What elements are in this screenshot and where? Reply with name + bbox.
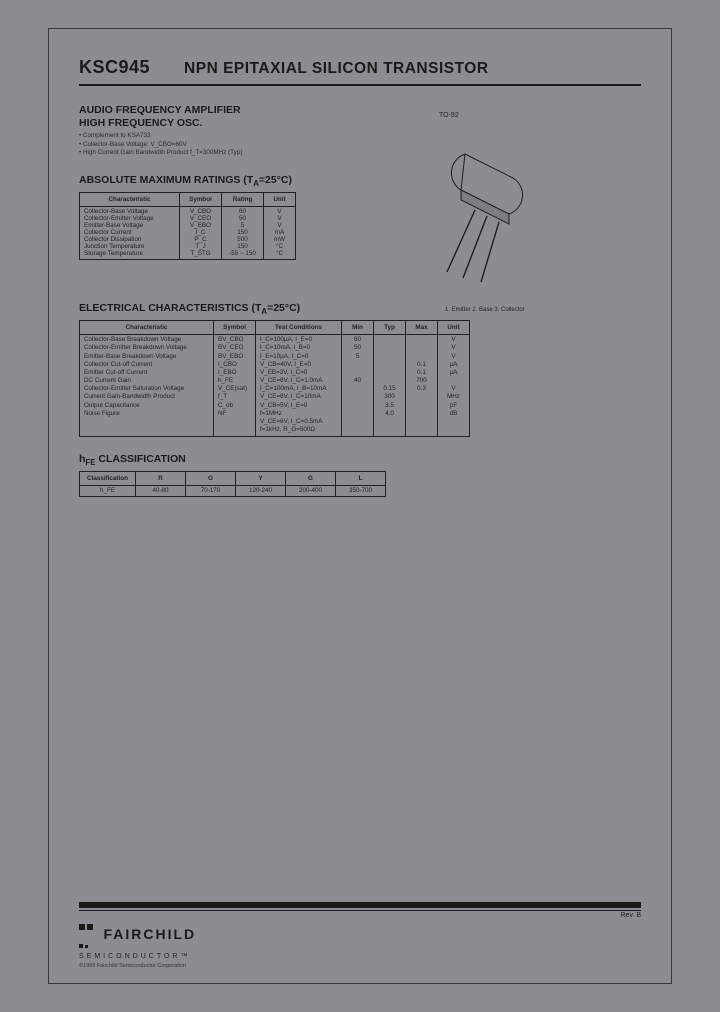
to92-package-icon xyxy=(435,144,545,284)
copyright-text: ©1999 Fairchild Semiconductor Corporatio… xyxy=(79,963,641,969)
col-header: Test Conditions xyxy=(256,320,342,334)
table-cell: VVVmAmW°C°C xyxy=(264,206,296,259)
col-header: Unit xyxy=(264,192,296,206)
footer-rule-thin xyxy=(79,910,641,911)
hfe-value: 40-80 xyxy=(136,485,186,496)
logo-sub-text: SEMICONDUCTOR™ xyxy=(79,953,641,960)
col-header: Characteristic xyxy=(80,192,180,206)
col-header: Y xyxy=(236,471,286,485)
page-footer: Rev. B FAIRCHILD SEMICONDUCTOR™ ©1999 Fa… xyxy=(79,902,641,969)
table-cell: 60505 40 xyxy=(342,334,374,436)
table-cell: I_C=100µA, I_E=0I_C=10mA, I_B=0I_E=10µA,… xyxy=(256,334,342,436)
package-label: TO-92 xyxy=(439,112,459,119)
col-header: Rating xyxy=(222,192,264,206)
logo-squares-icon xyxy=(79,917,95,953)
col-header: L xyxy=(336,471,386,485)
abs-max-heading: ABSOLUTE MAXIMUM RATINGS (TA=25°C) xyxy=(79,174,641,188)
table-cell: V_CBOV_CEOV_EBOI_CP_CT_JT_STG xyxy=(180,206,222,259)
col-header: Max xyxy=(406,320,438,334)
footer-rule-thick xyxy=(79,902,641,908)
hfe-heading: hFE CLASSIFICATION xyxy=(79,453,641,467)
table-cell: Collector-Base Breakdown VoltageCollecto… xyxy=(80,334,214,436)
revision-label: Rev. B xyxy=(621,912,642,919)
hfe-value: 200-400 xyxy=(286,485,336,496)
elec-char-table: Characteristic Symbol Test Conditions Mi… xyxy=(79,320,470,437)
page-content: KSC945 NPN EPITAXIAL SILICON TRANSISTOR … xyxy=(49,29,671,511)
feature-item: Complement to KSA733 xyxy=(79,132,641,141)
part-number: KSC945 xyxy=(79,57,150,78)
col-header: Symbol xyxy=(214,320,256,334)
hfe-row-label: h_FE xyxy=(80,485,136,496)
elec-heading: ELECTRICAL CHARACTERISTICS (TA=25°C) xyxy=(79,302,641,316)
col-header: R xyxy=(136,471,186,485)
col-header: G xyxy=(286,471,336,485)
table-cell: 60505150500150-55 ~ 150 xyxy=(222,206,264,259)
col-header: Typ xyxy=(374,320,406,334)
col-header: O xyxy=(186,471,236,485)
table-cell: 0.10.17000.3 xyxy=(406,334,438,436)
col-header: Min xyxy=(342,320,374,334)
col-header: Unit xyxy=(438,320,470,334)
title-bar: KSC945 NPN EPITAXIAL SILICON TRANSISTOR xyxy=(79,57,641,86)
desc-line-1: AUDIO FREQUENCY AMPLIFIER xyxy=(79,104,641,116)
datasheet-page: KSC945 NPN EPITAXIAL SILICON TRANSISTOR … xyxy=(48,28,672,984)
hfe-value: 120-240 xyxy=(236,485,286,496)
part-title: NPN EPITAXIAL SILICON TRANSISTOR xyxy=(184,60,489,78)
col-header: Classification xyxy=(80,471,136,485)
table-cell: Collector-Base VoltageCollector-Emitter … xyxy=(80,206,180,259)
desc-line-2: HIGH FREQUENCY OSC. xyxy=(79,117,641,129)
fairchild-logo: FAIRCHILD SEMICONDUCTOR™ ©1999 Fairchild… xyxy=(79,917,641,969)
abs-max-table: Characteristic Symbol Rating Unit Collec… xyxy=(79,192,296,260)
hfe-value: 70-170 xyxy=(186,485,236,496)
col-header: Symbol xyxy=(180,192,222,206)
logo-main-text: FAIRCHILD xyxy=(103,926,196,942)
feature-list: Complement to KSA733 Collector-Base Volt… xyxy=(79,132,641,158)
feature-item: Collector-Base Voltage: V_CBO=60V xyxy=(79,141,641,150)
col-header: Characteristic xyxy=(80,320,214,334)
hfe-table: Classification R O Y G L h_FE 40-80 70-1… xyxy=(79,471,386,497)
table-cell: BV_CBOBV_CEOBV_EBOI_CBOI_EBOh_FEV_CE(sat… xyxy=(214,334,256,436)
hfe-value: 350-700 xyxy=(336,485,386,496)
table-cell: VVVµAµA VMHzpFdB xyxy=(438,334,470,436)
table-cell: 0.153003.54.0 xyxy=(374,334,406,436)
feature-item: High Current Gain Bandwidth Product f_T=… xyxy=(79,149,641,158)
pinout-label: 1. Emitter 2. Base 3. Collector xyxy=(445,307,525,313)
